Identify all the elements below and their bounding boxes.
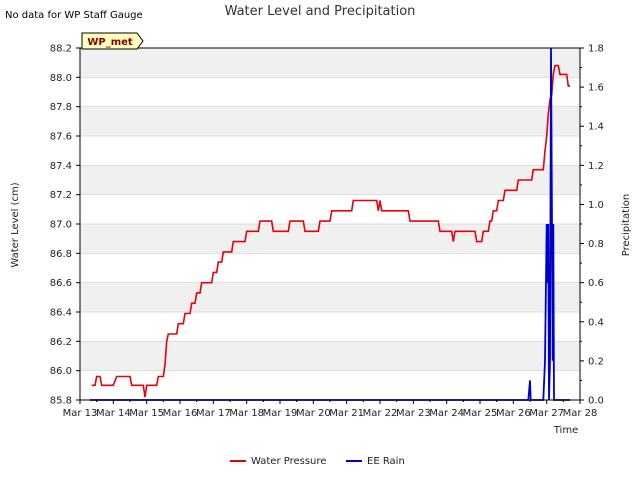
site-badge: WP_met	[81, 32, 144, 50]
x-tick-label: Mar 27	[529, 408, 564, 419]
x-tick-label: Mar 20	[296, 408, 331, 419]
y2-tick-label: 1.8	[588, 44, 604, 55]
y2-axis-label: Precipitation	[621, 194, 632, 257]
x-tick-label: Mar 22	[363, 408, 398, 419]
plot-band	[80, 341, 580, 371]
y2-tick-label: 0.4	[588, 317, 604, 328]
y2-tick-label: 0.0	[588, 396, 604, 407]
x-tick-label: Mar 19	[263, 408, 298, 419]
y-tick-label: 87.8	[50, 102, 72, 113]
y-tick-label: 87.4	[50, 161, 72, 172]
y2-tick-label: 1.4	[588, 122, 604, 133]
x-tick-label: Mar 14	[96, 408, 131, 419]
x-tick-label: Mar 21	[329, 408, 364, 419]
y-tick-label: 86.2	[50, 337, 72, 348]
series-line-water-pressure	[91, 64, 570, 398]
no-data-note: No data for WP Staff Gauge	[5, 10, 143, 21]
x-tick-label: Mar 23	[396, 408, 431, 419]
plot-band	[80, 48, 580, 78]
y-tick-label: 87.0	[50, 220, 72, 231]
plot-background-bands	[80, 48, 580, 400]
x-tick-label: Mar 13	[63, 408, 98, 419]
plot-band	[80, 224, 580, 254]
plot-band	[80, 136, 580, 166]
plot-band	[80, 253, 580, 283]
legend-label-water-pressure: Water Pressure	[251, 456, 326, 467]
plot-band	[80, 312, 580, 342]
y2-tick-label: 0.8	[588, 239, 604, 250]
chart-title: Water Level and Precipitation	[225, 4, 416, 19]
y-tick-label: 88.0	[50, 73, 72, 84]
x-tick-label: Mar 24	[429, 408, 464, 419]
x-tick-label: Mar 28	[563, 408, 598, 419]
y2-tick-label: 1.6	[588, 83, 604, 94]
y2-tick-label: 0.2	[588, 356, 604, 367]
y-tick-label: 86.8	[50, 249, 72, 260]
plot-band	[80, 77, 580, 107]
site-badge-box	[81, 32, 144, 50]
y-tick-label: 88.2	[50, 44, 72, 55]
site-badge-label: WP_met	[87, 37, 133, 48]
y2-tick-label: 1.2	[588, 161, 604, 172]
legend-label-ee-rain: EE Rain	[367, 456, 405, 467]
y2-tick-label: 0.6	[588, 278, 604, 289]
x-axis-label: Time	[553, 425, 578, 436]
x-tick-label: Mar 25	[463, 408, 498, 419]
y2-axis-ticks: 0.0 0.2 0.4 0.6 0.8 1.0 1.2 1.4 1.6 1.8	[580, 44, 604, 407]
y-tick-label: 86.0	[50, 366, 72, 377]
y2-tick-label: 1.0	[588, 200, 604, 211]
x-tick-label: Mar 17	[196, 408, 231, 419]
plot-band	[80, 106, 580, 136]
x-tick-label: Mar 18	[229, 408, 264, 419]
legend: Water Pressure EE Rain	[230, 456, 405, 467]
y-tick-label: 87.6	[50, 132, 72, 143]
plot-band	[80, 165, 580, 195]
x-tick-label: Mar 16	[163, 408, 198, 419]
y-tick-label: 87.2	[50, 190, 72, 201]
y-tick-label: 86.6	[50, 278, 72, 289]
x-tick-label: Mar 26	[496, 408, 531, 419]
y-tick-label: 86.4	[50, 308, 72, 319]
x-tick-label: Mar 15	[129, 408, 164, 419]
y-axis-ticks: 85.8 86.0 86.2 86.4 86.6 86.8 87.0 87.2 87.4 87.6…	[50, 44, 80, 407]
y-axis-label: Water Level (cm)	[10, 182, 21, 267]
y-tick-label: 85.8	[50, 396, 72, 407]
plot-band	[80, 282, 580, 312]
